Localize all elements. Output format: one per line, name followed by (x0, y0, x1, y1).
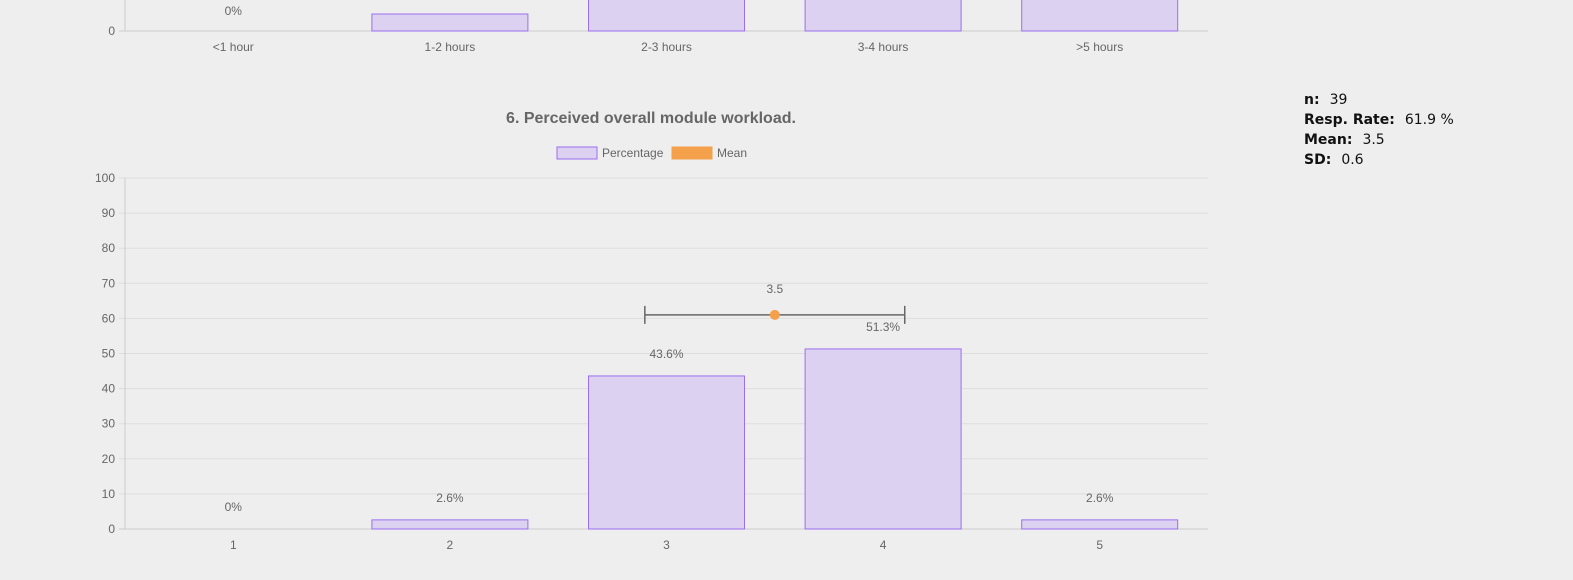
data-label: 51.3% (866, 320, 900, 334)
bar (1021, 0, 1179, 32)
chart-overall-workload: 6. Perceived overall module workload. Pe… (95, 110, 1208, 552)
bar (588, 375, 745, 530)
x-tick-label: 3-4 hours (858, 40, 909, 54)
bar (371, 13, 529, 32)
stat-sd-label: SD: (1304, 152, 1332, 168)
x-tick-label: 2 (447, 538, 454, 552)
data-label: 43.6% (649, 347, 683, 361)
stat-mean-value: 3.5 (1362, 132, 1385, 148)
bar (804, 0, 962, 32)
y-tick-label: 20 (102, 452, 116, 466)
x-tick-label: >5 hours (1076, 40, 1123, 54)
y-tick-label: 90 (102, 206, 116, 220)
stat-response-rate-label: Resp. Rate: (1304, 112, 1395, 128)
x-tick-label: 3 (663, 538, 670, 552)
chart-partial-study-hours: 0 <1 hour 0% 1-2 hours 2-3 hours 3-4 hours >5 … (108, 0, 1208, 54)
data-label: 2.6% (1086, 491, 1114, 505)
stat-mean-label: Mean: (1304, 132, 1353, 148)
stat-n-label: n: (1304, 92, 1320, 108)
stat-n: n: 39 (1304, 90, 1454, 110)
x-tick-label: <1 hour (213, 40, 254, 54)
x-tick-label: 5 (1096, 538, 1103, 552)
data-label: 2.6% (436, 491, 464, 505)
x-tick-label: 2-3 hours (641, 40, 692, 54)
mean-label: 3.5 (766, 282, 783, 296)
legend-label-mean: Mean (717, 146, 747, 160)
legend-label-percentage: Percentage (602, 146, 664, 160)
x-tick-label: 1-2 hours (425, 40, 476, 54)
bar (588, 0, 745, 32)
data-label: 0% (225, 4, 243, 18)
summary-stats: n: 39 Resp. Rate: 61.9 % Mean: 3.5 SD: 0.6 (1304, 90, 1454, 170)
bar (804, 348, 962, 530)
stat-n-value: 39 (1329, 92, 1348, 108)
y-tick-label: 0 (108, 522, 115, 536)
stat-sd: SD: 0.6 (1304, 150, 1454, 170)
y-tick-label: 80 (102, 241, 116, 255)
data-label: 0% (225, 500, 243, 514)
y-tick-label: 70 (102, 276, 116, 290)
stat-sd-value: 0.6 (1341, 152, 1364, 168)
y-tick-label: 30 (102, 417, 116, 431)
stat-response-rate-value: 61.9 % (1404, 112, 1454, 128)
y-tick-label: 0 (108, 24, 115, 38)
legend-swatch-percentage (556, 146, 598, 160)
bar (1021, 519, 1179, 530)
y-tick-label: 60 (102, 311, 116, 325)
x-tick-label: 1 (230, 538, 237, 552)
y-tick-label: 10 (102, 487, 116, 501)
y-tick-label: 40 (102, 382, 116, 396)
chart-title: 6. Perceived overall module workload. (506, 110, 796, 127)
y-tick-label: 100 (95, 171, 115, 185)
mean-point (769, 309, 780, 320)
stat-response-rate: Resp. Rate: 61.9 % (1304, 110, 1454, 130)
y-tick-label: 50 (102, 347, 116, 361)
legend[interactable]: Percentage Mean (556, 146, 747, 160)
legend-swatch-mean (671, 146, 713, 160)
stat-mean: Mean: 3.5 (1304, 130, 1454, 150)
x-tick-label: 4 (880, 538, 887, 552)
bar (371, 519, 529, 530)
